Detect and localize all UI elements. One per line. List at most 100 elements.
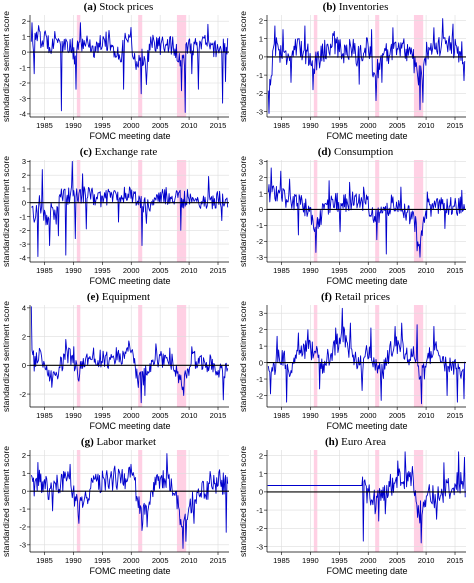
series-line <box>30 306 229 404</box>
x-tick-label: 1990 <box>302 556 319 565</box>
x-tick-label: 2000 <box>360 556 377 565</box>
chart-title-letter: (d) <box>317 146 332 158</box>
chart-title: (a) Stock prices <box>0 0 237 14</box>
x-tick-label: 2000 <box>360 411 377 420</box>
y-tick-label: 0 <box>22 199 26 208</box>
y-tick-label: -3 <box>19 541 26 550</box>
chart-title: (c) Exchange rate <box>0 145 237 159</box>
y-tick-label: -1 <box>256 506 263 515</box>
x-tick-label: 2000 <box>360 266 377 275</box>
y-tick-label: 3 <box>22 157 26 166</box>
chart-title-text: Equipment <box>101 291 151 303</box>
chart-plot: -2 -1 0 1 2 3 1985 1990 1995 2000 2005 2010 2015 <box>256 305 466 420</box>
chart-title-text: Euro Area <box>341 436 387 448</box>
recession-shading <box>313 305 318 407</box>
y-tick-label: -4 <box>19 254 26 263</box>
x-tick-label: 2015 <box>447 121 464 130</box>
chart-title: (e) Equipment <box>0 290 237 304</box>
y-tick-label: 2 <box>259 325 263 334</box>
chart-title-letter: (a) <box>83 1 97 13</box>
y-tick-label: -2 <box>256 237 263 246</box>
chart-title-letter: (c) <box>79 146 92 158</box>
x-axis-label: FOMC meeting date <box>326 276 408 286</box>
y-axis-label: standardized sentiment score <box>1 155 11 267</box>
x-tick-label: 1995 <box>94 556 111 565</box>
y-tick-label: 1 <box>22 469 26 478</box>
y-tick-label: 0 <box>259 358 263 367</box>
x-tick-label: 2015 <box>210 556 227 565</box>
y-tick-label: 1 <box>22 185 26 194</box>
x-axis-label: FOMC meeting date <box>326 421 408 431</box>
y-tick-label: -2 <box>19 226 26 235</box>
recession-shading <box>413 160 424 262</box>
chart-title: (g) Labor market <box>0 435 237 449</box>
y-tick-label: 1 <box>22 32 26 41</box>
x-tick-label: 2000 <box>123 411 140 420</box>
x-tick-label: 2010 <box>418 556 435 565</box>
y-tick-label: 0 <box>259 488 263 497</box>
x-tick-label: 2015 <box>447 556 464 565</box>
chart-title: (b) Inventories <box>237 0 474 14</box>
x-tick-label: 1995 <box>94 266 111 275</box>
y-tick-label: -1 <box>19 212 26 221</box>
chart-title-letter: (b) <box>322 1 337 13</box>
series-line <box>267 18 466 114</box>
series-line <box>30 453 229 549</box>
chart-title: (f) Retail prices <box>237 290 474 304</box>
chart-title-text: Exchange rate <box>94 146 158 158</box>
recession-shading <box>138 450 143 552</box>
chart-panel-h: (h) Euro Area -3 -2 -1 0 1 2 1985 1990 1995 2000 20… <box>237 435 474 580</box>
y-tick-label: 2 <box>22 171 26 180</box>
y-tick-label: -2 <box>256 524 263 533</box>
chart-panel-f: (f) Retail prices -2 -1 0 1 2 3 1985 1990 1995 200… <box>237 290 474 435</box>
y-tick-label: -3 <box>256 253 263 262</box>
x-tick-label: 2015 <box>210 266 227 275</box>
chart-panel-c: (c) Exchange rate -4 -3 -2 -1 0 1 2 3 1985 1990 199… <box>0 145 237 290</box>
y-tick-label: 1 <box>259 342 263 351</box>
chart-title: (d) Consumption <box>237 145 474 159</box>
y-tick-label: -2 <box>19 523 26 532</box>
x-tick-label: 1995 <box>331 556 348 565</box>
x-tick-label: 2000 <box>123 121 140 130</box>
x-tick-label: 2000 <box>123 266 140 275</box>
x-tick-label: 2015 <box>210 121 227 130</box>
series-line <box>267 307 466 405</box>
series-line <box>267 451 466 544</box>
x-axis-label: FOMC meeting date <box>89 276 171 286</box>
y-tick-label: 2 <box>259 173 263 182</box>
x-tick-label: 1985 <box>273 556 290 565</box>
y-tick-label: -2 <box>19 390 26 399</box>
x-tick-label: 1985 <box>36 121 53 130</box>
y-axis-label: standardized sentiment score <box>1 10 11 122</box>
recession-shading <box>138 305 143 407</box>
y-tick-label: -3 <box>19 240 26 249</box>
y-tick-label: -1 <box>256 221 263 230</box>
x-tick-label: 2005 <box>389 121 406 130</box>
x-tick-label: 2005 <box>389 266 406 275</box>
y-tick-label: 0 <box>259 205 263 214</box>
chart-title-letter: (f) <box>320 291 332 303</box>
chart-title-letter: (g) <box>80 436 94 448</box>
x-tick-label: 2005 <box>389 556 406 565</box>
y-tick-label: -4 <box>19 110 26 119</box>
chart-plot: -4 -3 -2 -1 0 1 2 1985 1990 1995 2000 2005 2010 2015 <box>19 15 229 130</box>
x-tick-label: 1985 <box>273 121 290 130</box>
x-axis-label: FOMC meeting date <box>89 566 171 576</box>
series-line <box>30 22 229 113</box>
recession-shading <box>76 305 81 407</box>
x-tick-label: 1990 <box>302 411 319 420</box>
x-tick-label: 1985 <box>36 411 53 420</box>
x-tick-label: 1990 <box>65 121 82 130</box>
recession-shading <box>313 160 318 262</box>
y-tick-label: 0 <box>22 361 26 370</box>
chart-plot: -3 -2 -1 0 1 2 1985 1990 1995 2000 2005 2010 2015 <box>256 450 466 565</box>
chart-title-letter: (h) <box>324 436 339 448</box>
recession-shading <box>176 450 187 552</box>
x-tick-label: 2000 <box>123 556 140 565</box>
x-tick-label: 2010 <box>418 266 435 275</box>
x-tick-label: 1990 <box>302 266 319 275</box>
y-tick-label: 1 <box>259 34 263 43</box>
y-tick-label: -3 <box>256 542 263 551</box>
chart-plot: -4 -3 -2 -1 0 1 2 3 1985 1990 1995 2000 2005 2010 2015 <box>19 157 229 275</box>
